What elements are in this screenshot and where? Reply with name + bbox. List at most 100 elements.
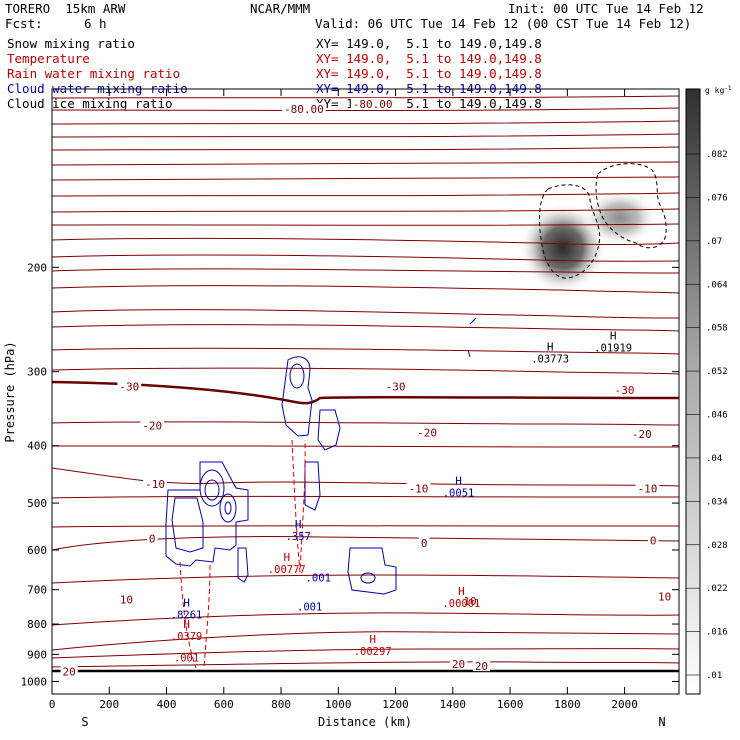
temperature-label-bg <box>282 102 326 114</box>
temperature-label-bg <box>629 427 654 439</box>
contour-value-label: .001 <box>306 573 331 585</box>
x-tick-label: 1800 <box>554 698 581 711</box>
temperature-label-bg <box>143 477 167 489</box>
temperature-label: 20 <box>63 665 76 678</box>
temperature-label: 10 <box>658 591 671 604</box>
x-end-north: N <box>658 715 665 729</box>
y-tick-label: 1000 <box>21 675 48 688</box>
colorbar-tick-label: .046 <box>706 411 728 421</box>
temperature-label: -20 <box>417 426 437 439</box>
plot-frame <box>51 88 680 695</box>
extremum-value: .0379 <box>171 631 203 643</box>
extremum-value: .00777 <box>268 564 306 576</box>
extremum-value: .8261 <box>171 610 203 622</box>
colorbar-tick-label: .016 <box>706 628 728 638</box>
colorbar-tick-label: .028 <box>706 541 728 551</box>
y-tick-label: 800 <box>27 618 47 631</box>
temperature-label-bg <box>647 534 659 546</box>
extremum-letter: H <box>283 551 290 564</box>
temperature-label: -30 <box>119 381 139 394</box>
colorbar-tick-label: .07 <box>706 237 722 247</box>
extremum-letter: H <box>547 341 554 354</box>
colorbar-tick-label: .04 <box>706 454 722 464</box>
temperature-label: 0 <box>421 537 428 550</box>
colorbar-tick-label: .058 <box>706 324 728 334</box>
extrema-labels: H.03773H.01919H.0051H.357H.00777H.00001H… <box>171 330 632 658</box>
y-axis-label: Pressure (hPa) <box>3 341 17 442</box>
temperature-label-bg <box>146 532 158 544</box>
temperature-label: -80.00 <box>284 103 324 116</box>
temperature-label-bg <box>656 590 674 602</box>
x-tick-label: 1200 <box>382 698 409 711</box>
extremum-value: .03773 <box>531 354 569 366</box>
extremum-value: .0051 <box>443 487 475 499</box>
y-tick-label: 400 <box>27 440 47 453</box>
colorbar-tick-label: .01 <box>706 671 722 681</box>
y-tick-label: 600 <box>27 544 47 557</box>
extremum-letter: H <box>458 585 465 598</box>
extremum-letter: H <box>183 618 190 631</box>
y-tick-label: 500 <box>27 497 47 510</box>
x-tick-label: 1000 <box>325 698 352 711</box>
contour-value-labels: .001 .001 .001 <box>174 573 331 665</box>
y-tick-label: 300 <box>27 366 47 379</box>
temperature-label-bg <box>461 595 479 607</box>
y-tick-label: 200 <box>27 261 47 274</box>
temperature-label: 20 <box>452 658 465 671</box>
extremum-value: .00001 <box>442 598 480 610</box>
temperature-labels: -30 -30 -30 -20 -20 -20 -10 -10 -10 0 0 0 10 10 10 20 20… <box>60 97 674 678</box>
x-tick-label: 2000 <box>611 698 638 711</box>
extremum-value: .357 <box>286 531 311 543</box>
temperature-label-bg <box>117 593 136 605</box>
colorbar <box>685 88 701 695</box>
temperature-label: -30 <box>615 384 635 397</box>
extremum-letter: H <box>183 597 190 610</box>
temperature-label: -80.00 <box>353 98 393 111</box>
extremum-value: .01919 <box>594 343 632 355</box>
extremum-letter: H <box>455 474 462 487</box>
colorbar-tick-label: .082 <box>706 150 728 160</box>
temperature-label: 0 <box>149 533 156 546</box>
extremum-value: .00297 <box>354 646 392 658</box>
colorbar-tick-label: .076 <box>706 193 728 203</box>
temperature-label: 20 <box>475 660 488 673</box>
field-name-snow: Snow mixing ratio <box>7 36 135 51</box>
rain-water-contours <box>179 439 306 669</box>
valid-time: Valid: 06 UTC Tue 14 Feb 12 (00 CST Tue … <box>315 16 692 31</box>
fcst-label: Fcst: <box>5 16 43 31</box>
temperature-label: -10 <box>638 482 658 495</box>
temperature-label-bg <box>140 419 165 431</box>
temperature-label: 10 <box>120 593 133 606</box>
temperature-label: -10 <box>409 482 429 495</box>
colorbar-tick-label: .022 <box>706 584 728 594</box>
colorbar-ticks: .01 .016 .022 .028 .034 .04 .046 .052 .058 .064 .0… <box>686 150 728 681</box>
temperature-label-bg <box>60 665 78 677</box>
extremum-letter: H <box>610 330 617 343</box>
snow-shading <box>519 190 658 294</box>
temperature-label-bg <box>635 482 660 494</box>
temperature-label-bg <box>472 660 491 672</box>
temperature-label-bg <box>415 426 439 438</box>
temperature-label-bg <box>418 537 430 549</box>
colorbar-unit: g kg-1 <box>705 85 732 95</box>
x-tick-label: 200 <box>99 698 119 711</box>
x-axis: 0 200 400 600 800 1000 1200 1400 1600 1800 2000 <box>49 89 638 711</box>
x-tick-label: 1400 <box>440 698 467 711</box>
temperature-label-bg <box>612 383 637 395</box>
extremum-letter: H <box>295 518 302 531</box>
field-name-rain: Rain water mixing ratio <box>7 66 181 81</box>
colorbar-tick-label: .034 <box>706 497 728 507</box>
model-title: TORERO 15km ARW <box>5 1 126 16</box>
field-xy-rain: XY= 149.0, 5.1 to 149.0,149.8 <box>316 66 542 81</box>
field-xy-temperature: XY= 149.0, 5.1 to 149.0,149.8 <box>316 51 542 66</box>
x-tick-label: 1600 <box>497 698 524 711</box>
x-tick-label: 400 <box>157 698 177 711</box>
org-label: NCAR/MMM <box>250 1 311 16</box>
fcst-value: 6 h <box>84 16 107 31</box>
field-xy-snow: XY= 149.0, 5.1 to 149.0,149.8 <box>316 36 542 51</box>
x-axis-label: Distance (km) <box>318 715 412 729</box>
temperature-label: 10 <box>463 595 476 608</box>
temperature-label-bg <box>117 380 142 392</box>
